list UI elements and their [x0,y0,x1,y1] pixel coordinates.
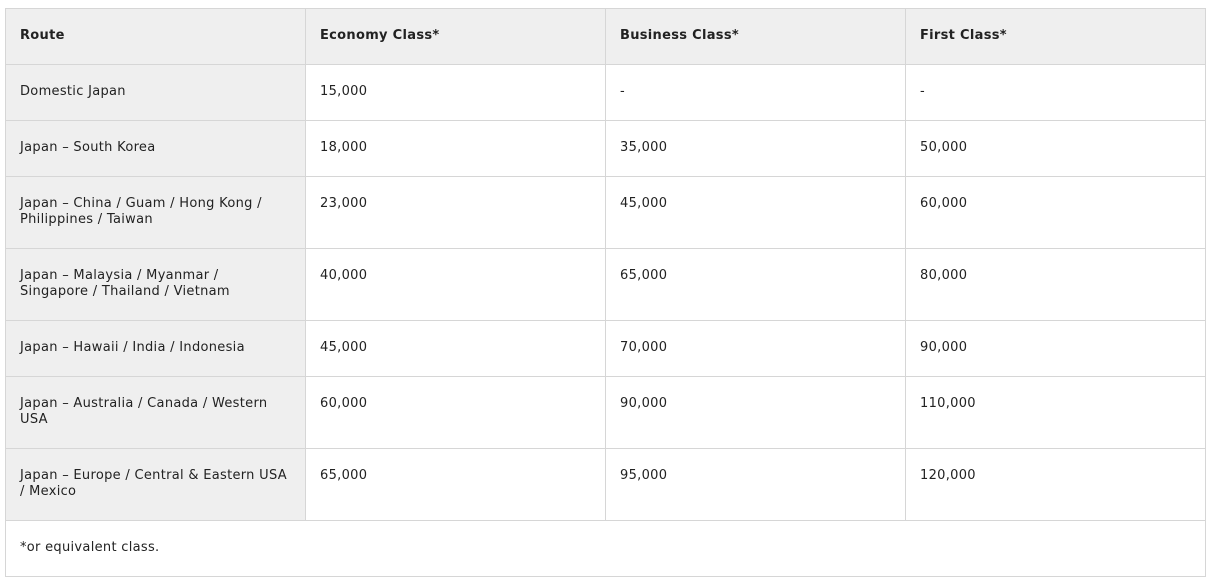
business-cell: 90,000 [605,376,906,449]
economy-cell: 45,000 [305,320,606,377]
first-cell: - [905,64,1206,121]
first-cell: 120,000 [905,448,1206,521]
header-route: Route [5,8,306,65]
first-cell: 50,000 [905,120,1206,177]
table-row: Japan – China / Guam / Hong Kong / Phili… [5,176,1206,249]
award-chart-table: Route Economy Class* Business Class* Fir… [5,8,1206,577]
economy-cell: 65,000 [305,448,606,521]
business-cell: 70,000 [605,320,906,377]
table-row: Japan – Malaysia / Myanmar / Singapore /… [5,248,1206,321]
header-business: Business Class* [605,8,906,65]
header-first: First Class* [905,8,1206,65]
business-cell: 65,000 [605,248,906,321]
table-row: Domestic Japan 15,000- - [5,64,1206,121]
table-row: Japan – Hawaii / India / Indonesia 45,000… [5,320,1206,377]
route-cell: Japan – Europe / Central & Eastern USA /… [5,448,306,521]
footnote-row: *or equivalent class. [5,520,1206,577]
route-cell: Domestic Japan [5,64,306,121]
first-cell: 60,000 [905,176,1206,249]
route-cell: Japan – Malaysia / Myanmar / Singapore /… [5,248,306,321]
economy-cell: 15,000 [305,64,606,121]
business-cell: 35,000 [605,120,906,177]
header-economy: Economy Class* [305,8,606,65]
footnote: *or equivalent class. [5,520,1206,577]
table-row: Japan – South Korea 18,000 35,000 50,000 [5,120,1206,177]
first-cell: 90,000 [905,320,1206,377]
business-cell: 45,000 [605,176,906,249]
table-row: Japan – Europe / Central & Eastern USA /… [5,448,1206,521]
business-cell: - [605,64,906,121]
economy-cell: 40,000 [305,248,606,321]
economy-cell: 18,000 [305,120,606,177]
route-cell: Japan – Australia / Canada / Western USA [5,376,306,449]
table-row: Japan – Australia / Canada / Western USA… [5,376,1206,449]
economy-cell: 23,000 [305,176,606,249]
first-cell: 80,000 [905,248,1206,321]
route-cell: Japan – South Korea [5,120,306,177]
business-cell: 95,000 [605,448,906,521]
route-cell: Japan – China / Guam / Hong Kong / Phili… [5,176,306,249]
header-row: Route Economy Class* Business Class* Fir… [5,8,1206,65]
route-cell: Japan – Hawaii / India / Indonesia [5,320,306,377]
first-cell: 110,000 [905,376,1206,449]
economy-cell: 60,000 [305,376,606,449]
